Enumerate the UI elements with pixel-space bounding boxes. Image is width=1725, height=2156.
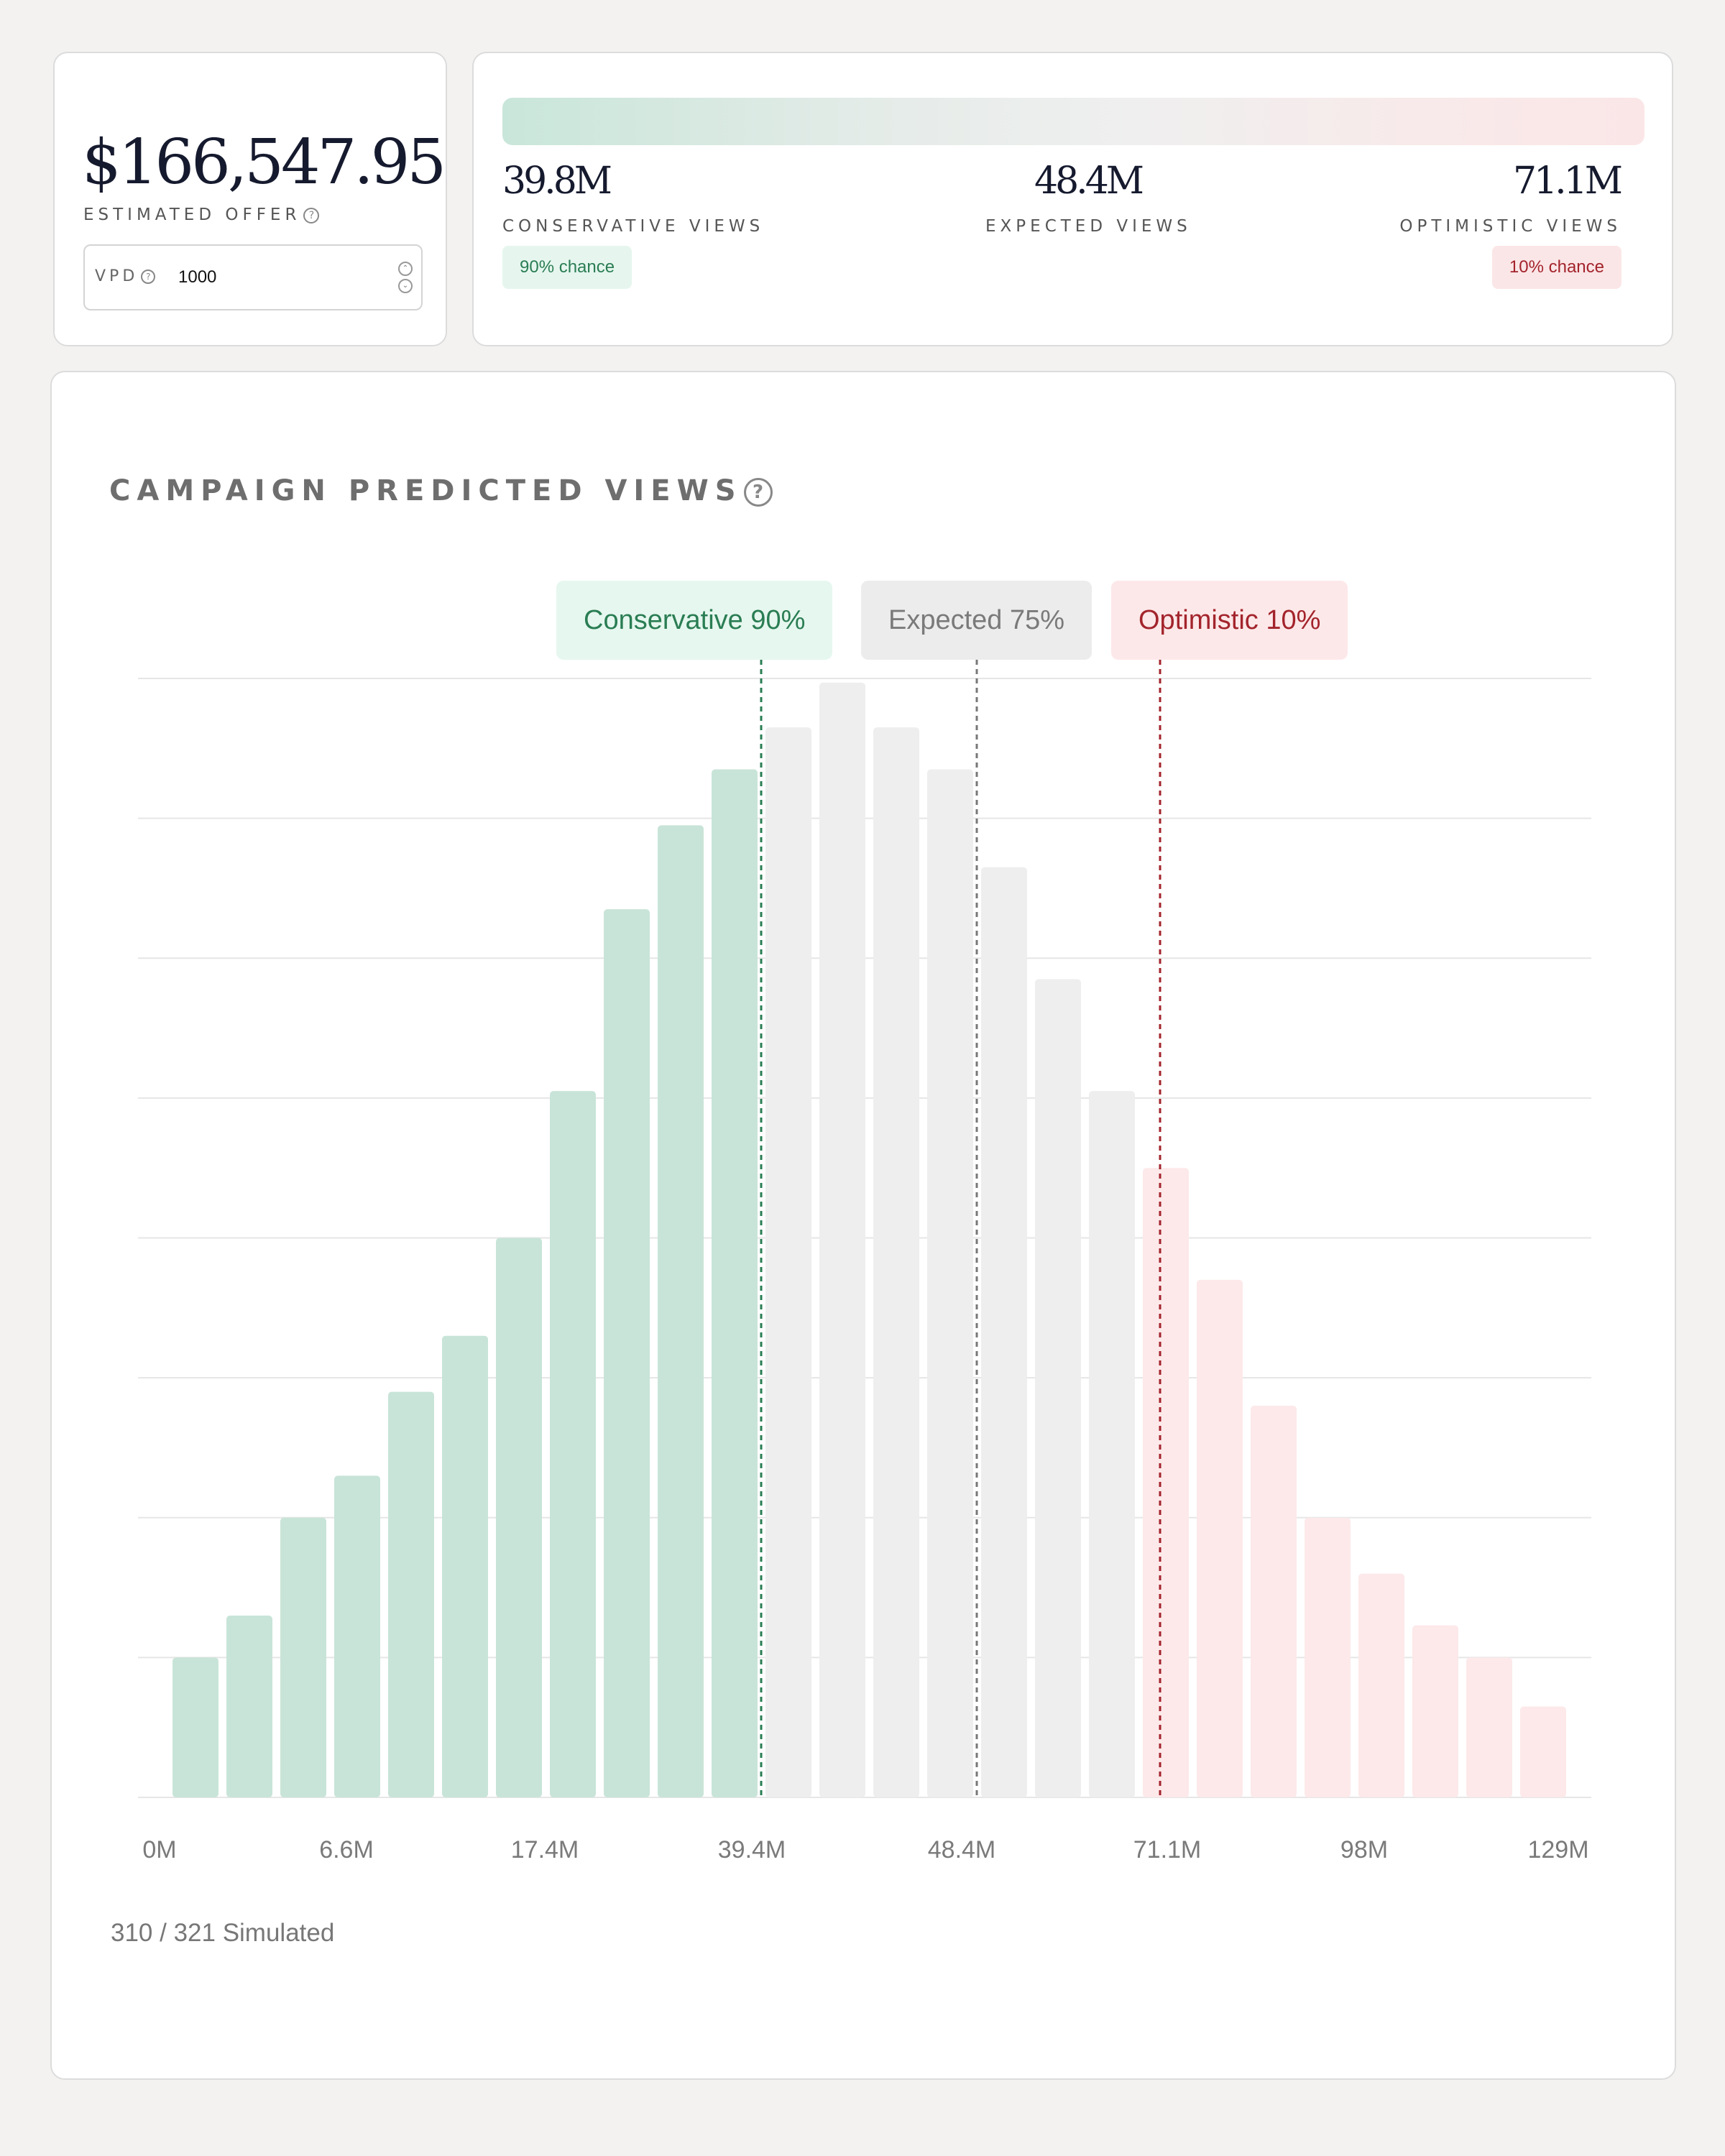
optimistic-marker-label: Optimistic 10% [1111,581,1348,660]
chart-title: CAMPAIGN PREDICTED VIEWS? [109,474,773,507]
histogram-chart: 0M 6.6M 17.4M 39.4M 48.4M 71.1M 98M 129M [138,660,1591,1864]
x-tick-label: 71.1M [1133,1836,1202,1864]
histogram-bar [658,825,704,1797]
histogram-bar [1466,1657,1512,1797]
predicted-views-chart-card: CAMPAIGN PREDICTED VIEWS? 0M 6.6M 17.4M 39.… [50,371,1676,2080]
question-circle-icon[interactable]: ? [303,207,320,224]
x-tick-label: 129M [1527,1836,1588,1864]
views-summary-card: 39.8M 48.4M 71.1M CONSERVATIVE VIEWS EXP… [472,52,1673,346]
offer-card: $166,547.95 ESTIMATED OFFER? VPD? ⌃ ⌄ [53,52,447,346]
expected-views-label: EXPECTED VIEWS [985,217,1192,236]
x-tick-label: 17.4M [511,1836,579,1864]
histogram-bar [550,1091,596,1797]
histogram-bar [927,769,973,1797]
chart-title-text: CAMPAIGN PREDICTED VIEWS [109,474,742,507]
histogram-bar [1251,1406,1297,1797]
question-circle-icon[interactable]: ? [743,478,773,507]
histogram-bar [172,1657,218,1797]
vpd-label: VPD? [95,267,156,285]
chevron-down-icon[interactable]: ⌄ [398,279,413,293]
expected-views-value: 48.4M [1034,160,1144,203]
optimistic-views-label: OPTIMISTIC VIEWS [1399,217,1622,236]
histogram-bar [1358,1573,1404,1797]
expected-marker-label: Expected 75% [861,581,1092,660]
views-range-bar [502,98,1644,145]
vpd-input[interactable] [178,262,372,293]
optimistic-chance-badge: 10% chance [1491,246,1622,289]
histogram-bar [765,727,811,1797]
histogram-bar [1089,1091,1135,1797]
x-tick-label: 0M [142,1836,176,1864]
optimistic-views-value: 71.1M [1512,160,1623,203]
histogram-bar [442,1335,488,1797]
x-tick-label: 39.4M [718,1836,786,1864]
histogram-bar [604,909,650,1797]
histogram-bar [226,1615,272,1797]
conservative-chance-badge: 90% chance [502,246,632,289]
histogram-bar [981,867,1027,1797]
histogram-bar [1143,1168,1189,1797]
x-tick-label: 6.6M [319,1836,374,1864]
histogram-bar [873,727,919,1797]
vpd-stepper[interactable]: ⌃ ⌄ [398,262,414,296]
histogram-bar [1412,1625,1458,1797]
histogram-bar [334,1475,380,1797]
x-tick-label: 48.4M [928,1836,996,1864]
estimated-offer-value: $166,547.95 [82,126,446,198]
histogram-bar [819,682,865,1797]
vpd-field[interactable]: VPD? ⌃ ⌄ [83,244,423,310]
question-circle-icon[interactable]: ? [141,270,156,284]
conservative-views-value: 39.8M [502,160,612,203]
estimated-offer-label-text: ESTIMATED OFFER [83,206,301,224]
histogram-bar [388,1391,434,1797]
histogram-bar [1520,1706,1566,1797]
histogram-bar [1305,1517,1351,1797]
histogram-bar [496,1238,542,1797]
histogram-bar [280,1517,326,1797]
x-tick-label: 98M [1340,1836,1388,1864]
estimated-offer-label: ESTIMATED OFFER? [83,206,320,224]
simulated-count: 310 / 321 Simulated [111,1919,335,1947]
histogram-bar [1197,1279,1243,1797]
conservative-views-label: CONSERVATIVE VIEWS [502,217,765,236]
chevron-up-icon[interactable]: ⌃ [398,262,413,276]
vpd-label-text: VPD [95,267,139,285]
histogram-bar [1035,979,1081,1797]
histogram-bar [712,769,758,1797]
conservative-marker-label: Conservative 90% [556,581,833,660]
